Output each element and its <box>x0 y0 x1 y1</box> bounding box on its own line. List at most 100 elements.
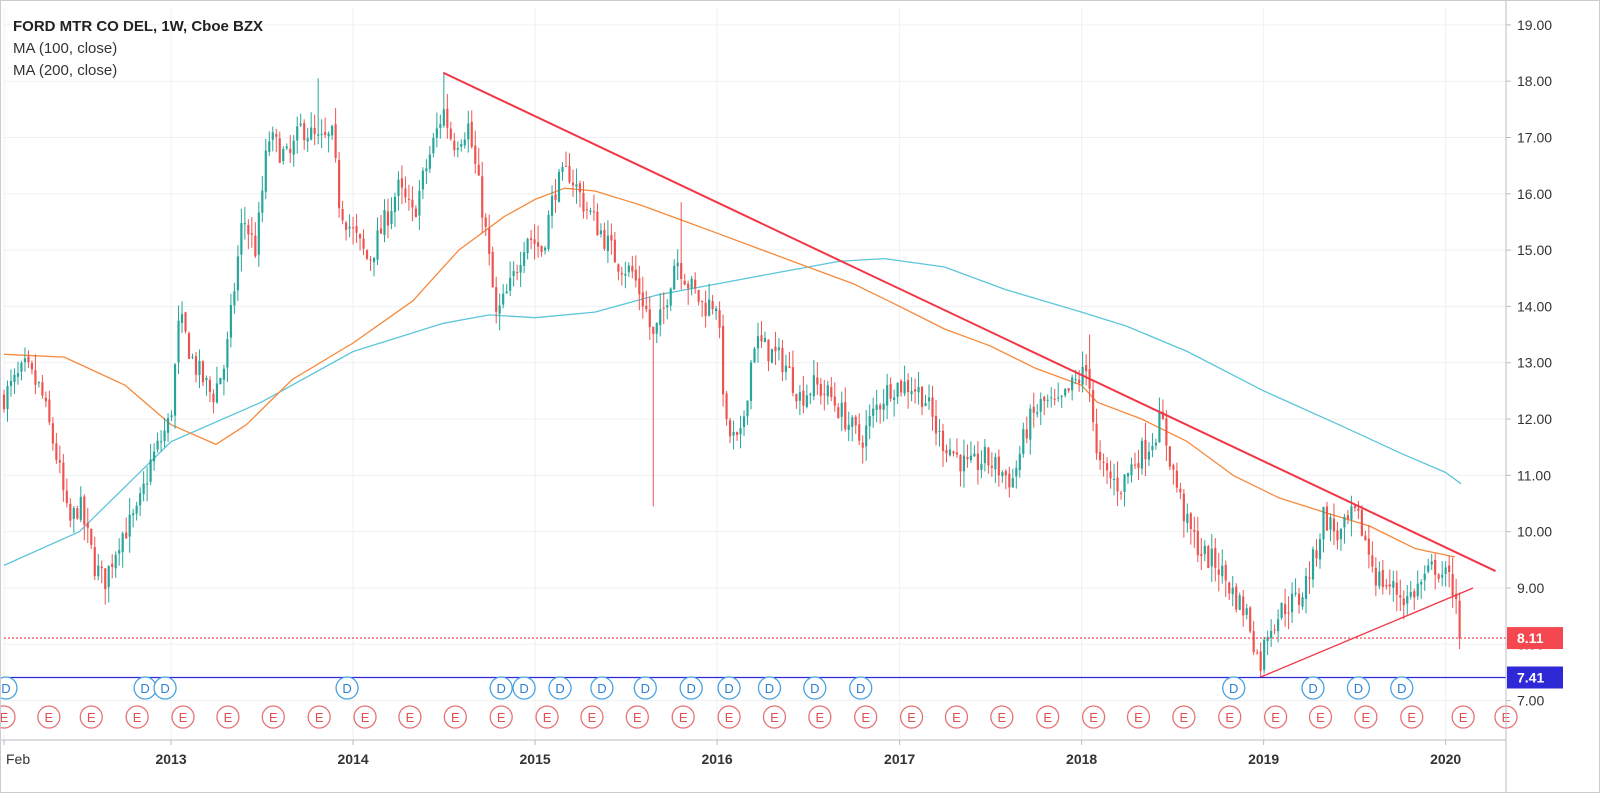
earnings-marker[interactable] <box>762 705 787 729</box>
candle-body <box>219 377 222 385</box>
candle-body <box>767 339 770 362</box>
earnings-marker[interactable] <box>1126 705 1151 729</box>
dividend-marker[interactable] <box>153 676 177 700</box>
dividend-marker[interactable] <box>512 676 536 700</box>
dividend-marker[interactable] <box>757 676 782 700</box>
candle-body <box>1105 463 1109 471</box>
candle-body <box>1029 408 1032 440</box>
trendline-support[interactable] <box>1259 587 1474 679</box>
candle-body <box>1165 418 1168 446</box>
dividend-marker[interactable] <box>717 676 741 700</box>
candle-body <box>421 170 424 190</box>
candle-body <box>1329 517 1332 530</box>
earnings-marker[interactable] <box>443 705 467 729</box>
dividend-marker[interactable] <box>1301 676 1325 700</box>
earnings-marker[interactable] <box>353 705 377 729</box>
dividend-marker[interactable] <box>335 676 359 700</box>
earnings-marker[interactable] <box>37 705 61 729</box>
earnings-marker[interactable] <box>580 705 604 729</box>
earnings-marker[interactable] <box>1218 705 1242 729</box>
earnings-marker[interactable] <box>1081 705 1106 729</box>
dividend-marker[interactable] <box>1390 676 1414 700</box>
candle-body <box>805 395 808 407</box>
earnings-marker[interactable] <box>1308 705 1333 729</box>
candle-body <box>456 148 459 150</box>
candle-body <box>2 394 6 410</box>
candle-body <box>840 402 843 417</box>
price-tick-label: 18.00 <box>1517 73 1552 89</box>
earnings-marker[interactable] <box>171 705 195 729</box>
trendlines[interactable] <box>442 71 1496 679</box>
earnings-marker[interactable] <box>1354 705 1378 729</box>
candle-body <box>1287 612 1290 614</box>
earnings-marker[interactable] <box>1451 705 1475 729</box>
candle-body <box>879 405 882 410</box>
dividend-marker[interactable] <box>548 676 572 700</box>
candle-body <box>1343 516 1346 528</box>
earnings-marker[interactable] <box>79 705 103 729</box>
earnings-marker[interactable] <box>535 705 559 729</box>
earnings-marker[interactable] <box>808 705 832 729</box>
dividend-marker[interactable] <box>590 676 614 700</box>
candle-body <box>610 234 613 241</box>
earnings-marker[interactable] <box>0 705 16 729</box>
candle-body <box>1451 574 1454 596</box>
candle-body <box>317 134 320 136</box>
candle-body <box>397 179 400 197</box>
earnings-marker[interactable] <box>1036 705 1060 729</box>
earnings-marker-label: E <box>497 710 506 725</box>
dividend-marker[interactable] <box>849 676 873 700</box>
earnings-marker[interactable] <box>625 705 649 729</box>
dividend-marker[interactable] <box>679 676 703 700</box>
price-tick-label: 11.00 <box>1517 467 1551 483</box>
earnings-marker[interactable] <box>307 705 331 729</box>
earnings-marker[interactable] <box>899 705 924 729</box>
dividend-marker[interactable] <box>1222 676 1246 700</box>
candle-body <box>491 251 494 288</box>
earnings-marker[interactable] <box>216 705 240 729</box>
earnings-marker[interactable] <box>125 705 149 729</box>
candle-body <box>732 432 735 436</box>
time-tick-label: 2017 <box>884 751 915 767</box>
trendline-descending[interactable] <box>442 71 1496 572</box>
candle-body <box>959 455 962 472</box>
dividend-marker[interactable] <box>633 676 657 700</box>
earnings-marker[interactable] <box>944 705 969 729</box>
earnings-marker[interactable] <box>489 705 513 729</box>
candle-body <box>969 455 973 461</box>
candle-body <box>166 418 170 433</box>
earnings-marker[interactable] <box>1172 705 1196 729</box>
earnings-marker[interactable] <box>398 705 422 729</box>
earnings-marker-label: E <box>87 710 96 725</box>
candle-body <box>809 393 812 395</box>
event-markers[interactable]: D D D D D D D D D D D D D D D D D DE E E E E E E E E E E E E E E E E E E E E E… <box>0 676 1518 729</box>
horizontal-levels[interactable] <box>4 637 1506 679</box>
earnings-marker[interactable] <box>717 705 741 729</box>
candle-body <box>1193 529 1196 532</box>
candle-body <box>851 417 854 427</box>
earnings-marker-label: E <box>451 710 460 725</box>
earnings-marker[interactable] <box>261 705 285 729</box>
candle-body <box>365 250 369 259</box>
dividend-marker[interactable] <box>0 676 18 700</box>
earnings-marker[interactable] <box>1263 705 1288 729</box>
earnings-marker[interactable] <box>854 705 878 729</box>
earnings-marker[interactable] <box>1400 705 1424 729</box>
candle-body <box>645 305 648 310</box>
candle-body <box>868 415 871 427</box>
candle-body <box>774 346 777 352</box>
candle-body <box>470 121 473 147</box>
earnings-marker-label: E <box>1180 710 1189 725</box>
dividend-marker[interactable] <box>1346 676 1371 700</box>
candle-body <box>97 565 100 577</box>
earnings-marker[interactable] <box>671 705 695 729</box>
candle-body <box>1325 506 1329 531</box>
dividend-marker[interactable] <box>489 676 513 700</box>
candle-body <box>812 375 815 397</box>
dividend-marker[interactable] <box>803 676 827 700</box>
candle-body <box>1175 470 1178 488</box>
candle-body <box>1140 440 1144 469</box>
candle-body <box>997 456 1000 476</box>
earnings-marker[interactable] <box>990 705 1014 729</box>
